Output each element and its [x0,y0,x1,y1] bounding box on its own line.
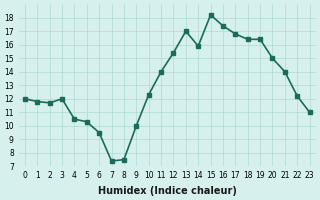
X-axis label: Humidex (Indice chaleur): Humidex (Indice chaleur) [98,186,237,196]
